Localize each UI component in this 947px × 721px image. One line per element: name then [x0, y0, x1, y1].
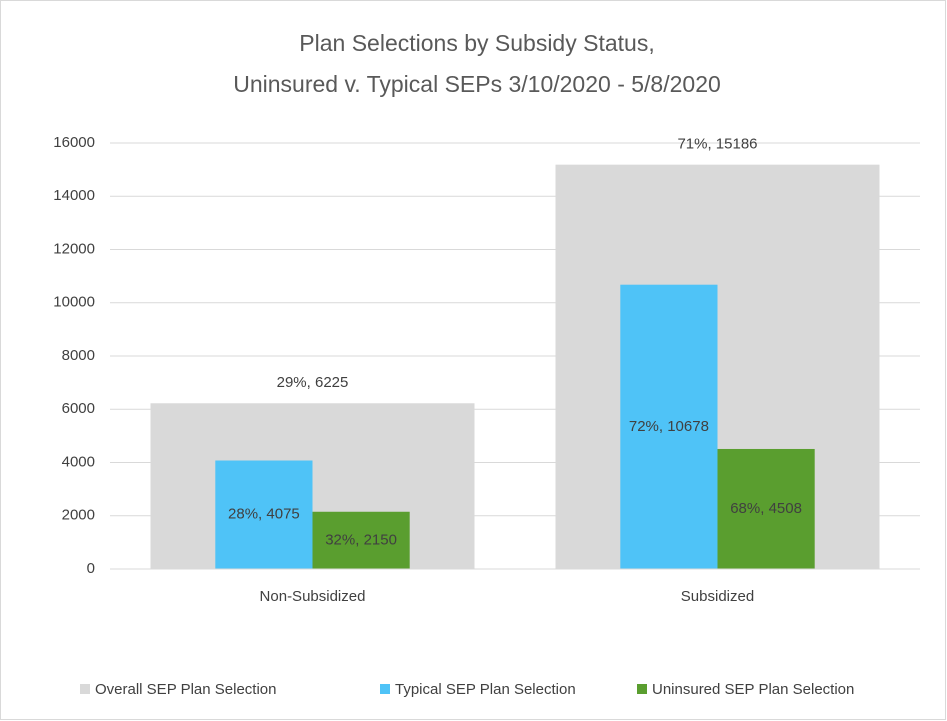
y-tick-label: 14000 — [53, 187, 95, 204]
data-label: 32%, 2150 — [325, 531, 397, 548]
data-label: 71%, 15186 — [677, 136, 757, 153]
y-tick-label: 10000 — [53, 294, 95, 311]
data-label: 72%, 10678 — [629, 418, 709, 435]
y-tick-label: 16000 — [53, 134, 95, 151]
y-tick-label: 12000 — [53, 240, 95, 257]
data-label: 68%, 4508 — [730, 500, 802, 517]
legend-label: Uninsured SEP Plan Selection — [652, 681, 854, 698]
bar — [312, 511, 410, 569]
legend-swatch — [637, 684, 647, 694]
bar — [620, 284, 718, 569]
data-label: 29%, 6225 — [277, 374, 349, 391]
legend-label: Typical SEP Plan Selection — [395, 681, 576, 698]
chart-title: Uninsured v. Typical SEPs 3/10/2020 - 5/… — [233, 71, 721, 97]
legend-swatch — [80, 684, 90, 694]
y-tick-label: 8000 — [62, 347, 95, 364]
y-tick-label: 4000 — [62, 453, 95, 470]
legend-label: Overall SEP Plan Selection — [95, 681, 277, 698]
bar — [717, 448, 815, 569]
y-tick-label: 6000 — [62, 400, 95, 417]
y-tick-label: 0 — [87, 560, 95, 577]
chart-title: Plan Selections by Subsidy Status, — [299, 30, 654, 56]
legend-swatch — [380, 684, 390, 694]
bar — [215, 460, 313, 569]
x-tick-label: Non-Subsidized — [260, 588, 366, 605]
data-label: 28%, 4075 — [228, 506, 300, 523]
x-tick-label: Subsidized — [681, 588, 754, 605]
y-tick-label: 2000 — [62, 507, 95, 524]
